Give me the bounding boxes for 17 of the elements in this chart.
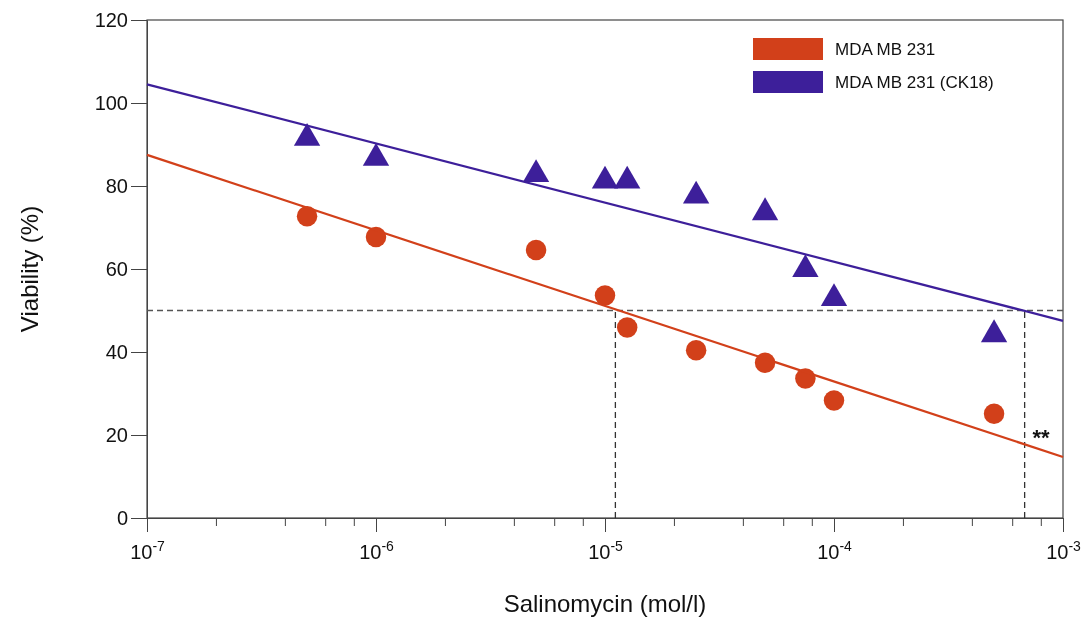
- y-axis-title: Viability (%): [16, 205, 43, 333]
- x-tick-label: 10$^{-3}$: [1046, 538, 1082, 563]
- legend-label: MDA MB 231 (CK18): [835, 73, 994, 92]
- y-tick-label: 0: [116, 506, 128, 529]
- x-tick-label: 10$^{-5}$: [588, 538, 624, 563]
- x-tick-label: 10$^{-7}$: [130, 538, 166, 563]
- y-tick-label: 60: [105, 257, 128, 280]
- y-tick-label: 120: [94, 8, 128, 31]
- y-tick-label: 20: [105, 423, 128, 446]
- x-axis-title: Salinomycin (mol/l): [503, 590, 707, 617]
- annotation: **: [1032, 425, 1050, 450]
- y-tick-label: 40: [105, 340, 128, 363]
- y-tick-label: 100: [94, 91, 128, 114]
- x-tick-label: 10$^{-4}$: [817, 538, 853, 563]
- x-tick-label: 10$^{-6}$: [359, 538, 395, 563]
- y-tick-label: 80: [105, 174, 128, 197]
- legend-label: MDA MB 231: [835, 40, 936, 59]
